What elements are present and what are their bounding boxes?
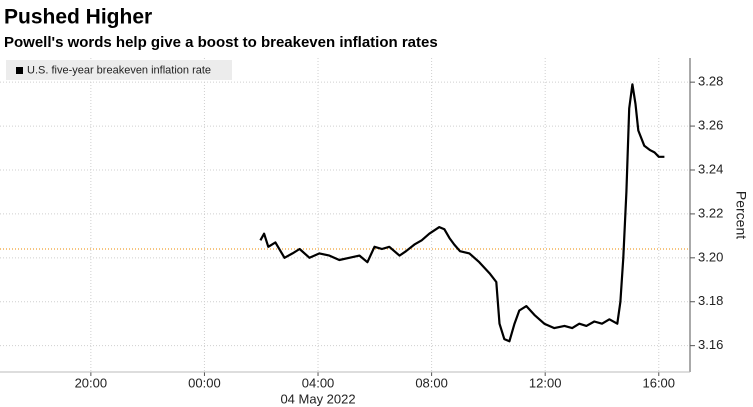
x-tick-label: 12:00 (529, 375, 562, 390)
legend-box (6, 60, 232, 80)
x-tick-label: 08:00 (415, 375, 448, 390)
y-tick-label: 3.24 (698, 161, 723, 176)
y-tick-label: 3.16 (698, 337, 723, 352)
x-date-label: 04 May 2022 (280, 391, 355, 406)
chart-title: Pushed Higher (4, 6, 152, 29)
x-tick-label: 16:00 (642, 375, 675, 390)
chart-subtitle: Powell's words help give a boost to brea… (4, 34, 438, 51)
legend-label: U.S. five-year breakeven inflation rate (27, 64, 211, 76)
x-tick-label: 04:00 (302, 375, 335, 390)
y-tick-label: 3.26 (698, 118, 723, 133)
legend-swatch (16, 67, 23, 74)
y-axis-label: Percent (733, 191, 749, 239)
y-tick-label: 3.22 (698, 205, 723, 220)
y-tick-label: 3.28 (698, 74, 723, 89)
y-tick-label: 3.20 (698, 249, 723, 264)
x-tick-label: 20:00 (75, 375, 108, 390)
data-line (259, 83, 665, 343)
x-tick-label: 00:00 (188, 375, 221, 390)
y-tick-label: 3.18 (698, 293, 723, 308)
